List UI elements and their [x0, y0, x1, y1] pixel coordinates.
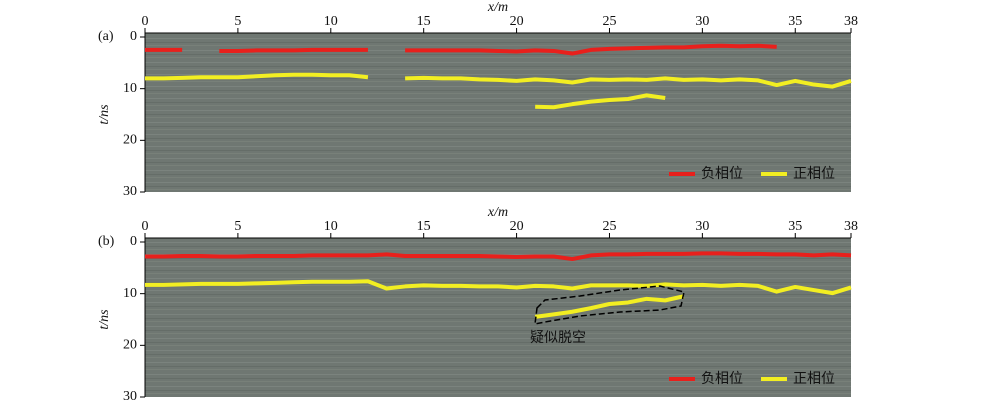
x-tick-label: 25 — [602, 219, 616, 234]
y-tick-label: 0 — [130, 234, 137, 249]
y-tick-label: 30 — [123, 389, 137, 404]
legend-label: 正相位 — [793, 371, 835, 387]
x-tick-label: 0 — [142, 219, 149, 234]
x-tick-label: 35 — [788, 14, 802, 29]
x-axis-label: x/m — [487, 0, 508, 15]
void-outline — [534, 285, 685, 325]
y-tick-label: 20 — [123, 338, 137, 353]
trace-line — [534, 294, 685, 319]
panel-label: (b) — [98, 234, 115, 249]
x-tick-label: 35 — [788, 219, 802, 234]
y-axis-label: t/ns — [97, 104, 112, 125]
trace-line — [145, 279, 852, 296]
x-tick-label: 30 — [695, 219, 709, 234]
annotation: 疑似脱空 — [530, 330, 586, 346]
x-tick-label: 30 — [695, 14, 709, 29]
x-tick-label: 10 — [324, 219, 338, 234]
x-tick-label: 20 — [510, 219, 524, 234]
radargram — [145, 33, 851, 192]
x-tick-label: 38 — [844, 219, 858, 234]
x-tick-label: 15 — [417, 219, 431, 234]
x-tick-label: 10 — [324, 14, 338, 29]
y-tick-label: 10 — [123, 286, 137, 301]
legend-label: 负相位 — [701, 371, 743, 387]
x-tick-label: 25 — [602, 14, 616, 29]
trace-line — [145, 251, 852, 262]
y-tick-label: 30 — [123, 184, 137, 199]
x-tick-label: 38 — [844, 14, 858, 29]
legend-label: 负相位 — [701, 166, 743, 182]
x-tick-label: 5 — [234, 219, 241, 234]
x-tick-label: 20 — [510, 14, 524, 29]
x-tick-label: 15 — [417, 14, 431, 29]
panel-label: (a) — [98, 29, 114, 44]
x-tick-label: 0 — [142, 14, 149, 29]
trace-line — [145, 72, 852, 89]
x-tick-label: 5 — [234, 14, 241, 29]
y-tick-label: 10 — [123, 81, 137, 96]
legend-label: 正相位 — [793, 166, 835, 182]
y-tick-label: 20 — [123, 133, 137, 148]
y-axis-label: t/ns — [97, 309, 112, 330]
trace-line — [535, 93, 666, 110]
trace-line — [145, 43, 777, 56]
y-tick-label: 0 — [130, 29, 137, 44]
x-axis-label: x/m — [487, 205, 508, 220]
radargram — [145, 238, 851, 397]
